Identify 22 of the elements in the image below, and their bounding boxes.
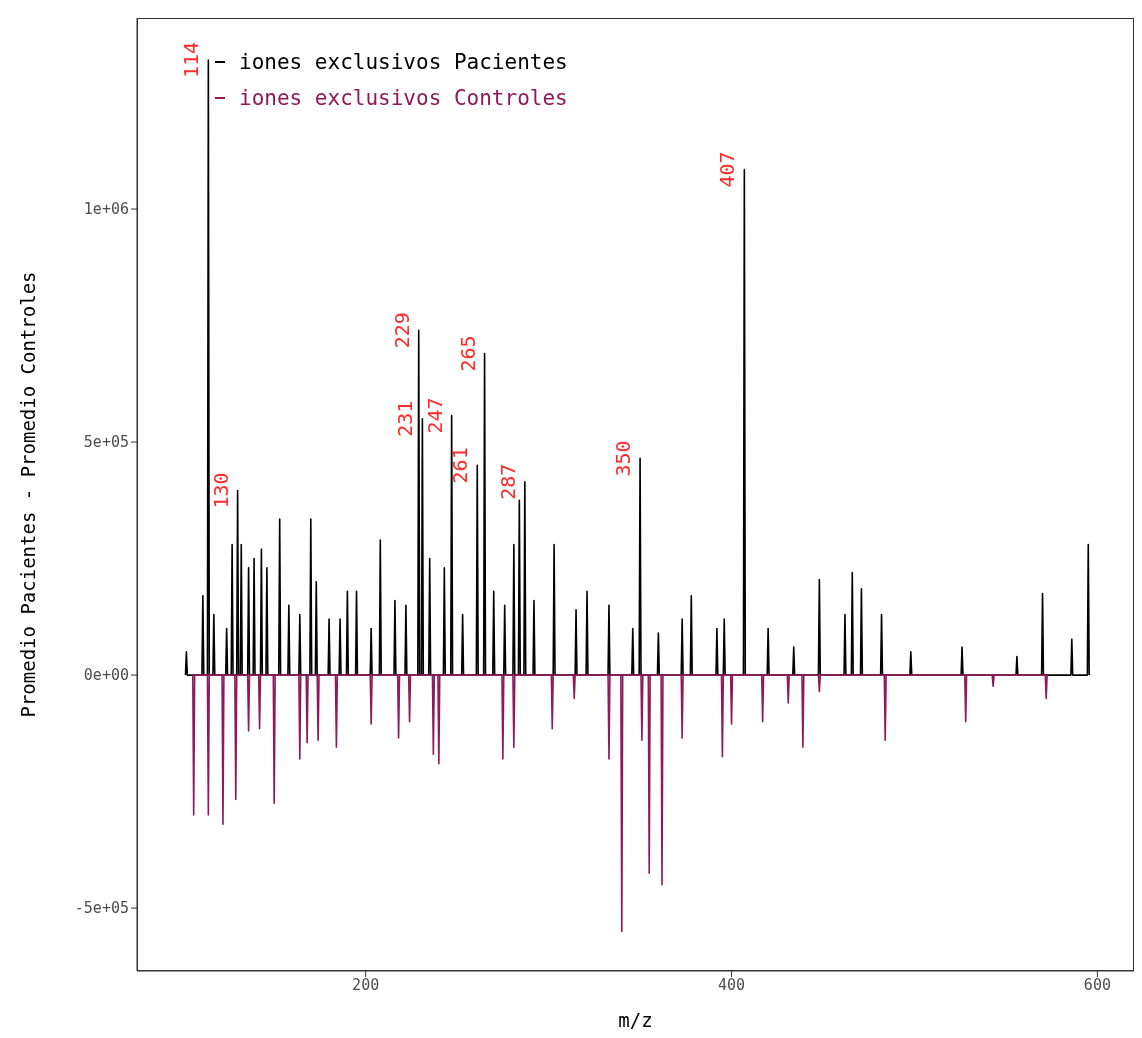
annotation: 287 xyxy=(495,463,520,500)
x-tick-label: 400 xyxy=(717,975,746,994)
y-tick-label: 1e+06 xyxy=(83,200,129,219)
annotation: 265 xyxy=(455,335,480,372)
x-tick-label: 600 xyxy=(1083,975,1111,994)
line-series xyxy=(192,674,1048,933)
annotation: 130 xyxy=(208,472,233,509)
y-tick-label: 5e+05 xyxy=(83,433,129,452)
annotation: 350 xyxy=(611,440,636,477)
annotation: 247 xyxy=(422,397,447,434)
x-axis-title: m/z xyxy=(618,1009,653,1031)
y-tick-label: -5e+05 xyxy=(74,899,129,918)
annotation: 261 xyxy=(448,447,473,484)
legend-label: iones exclusivos Controles xyxy=(239,85,568,112)
y-tick-label: 0e+00 xyxy=(83,666,129,685)
legend-label: iones exclusivos Pacientes xyxy=(239,49,568,76)
annotation: 231 xyxy=(393,400,418,437)
annotation: 229 xyxy=(389,312,414,349)
x-tick-label: 200 xyxy=(352,975,380,994)
y-axis-title: Promedio Pacientes - Promedio Controles xyxy=(16,271,39,718)
annotation: 407 xyxy=(715,151,740,188)
annotation: 114 xyxy=(179,41,204,78)
